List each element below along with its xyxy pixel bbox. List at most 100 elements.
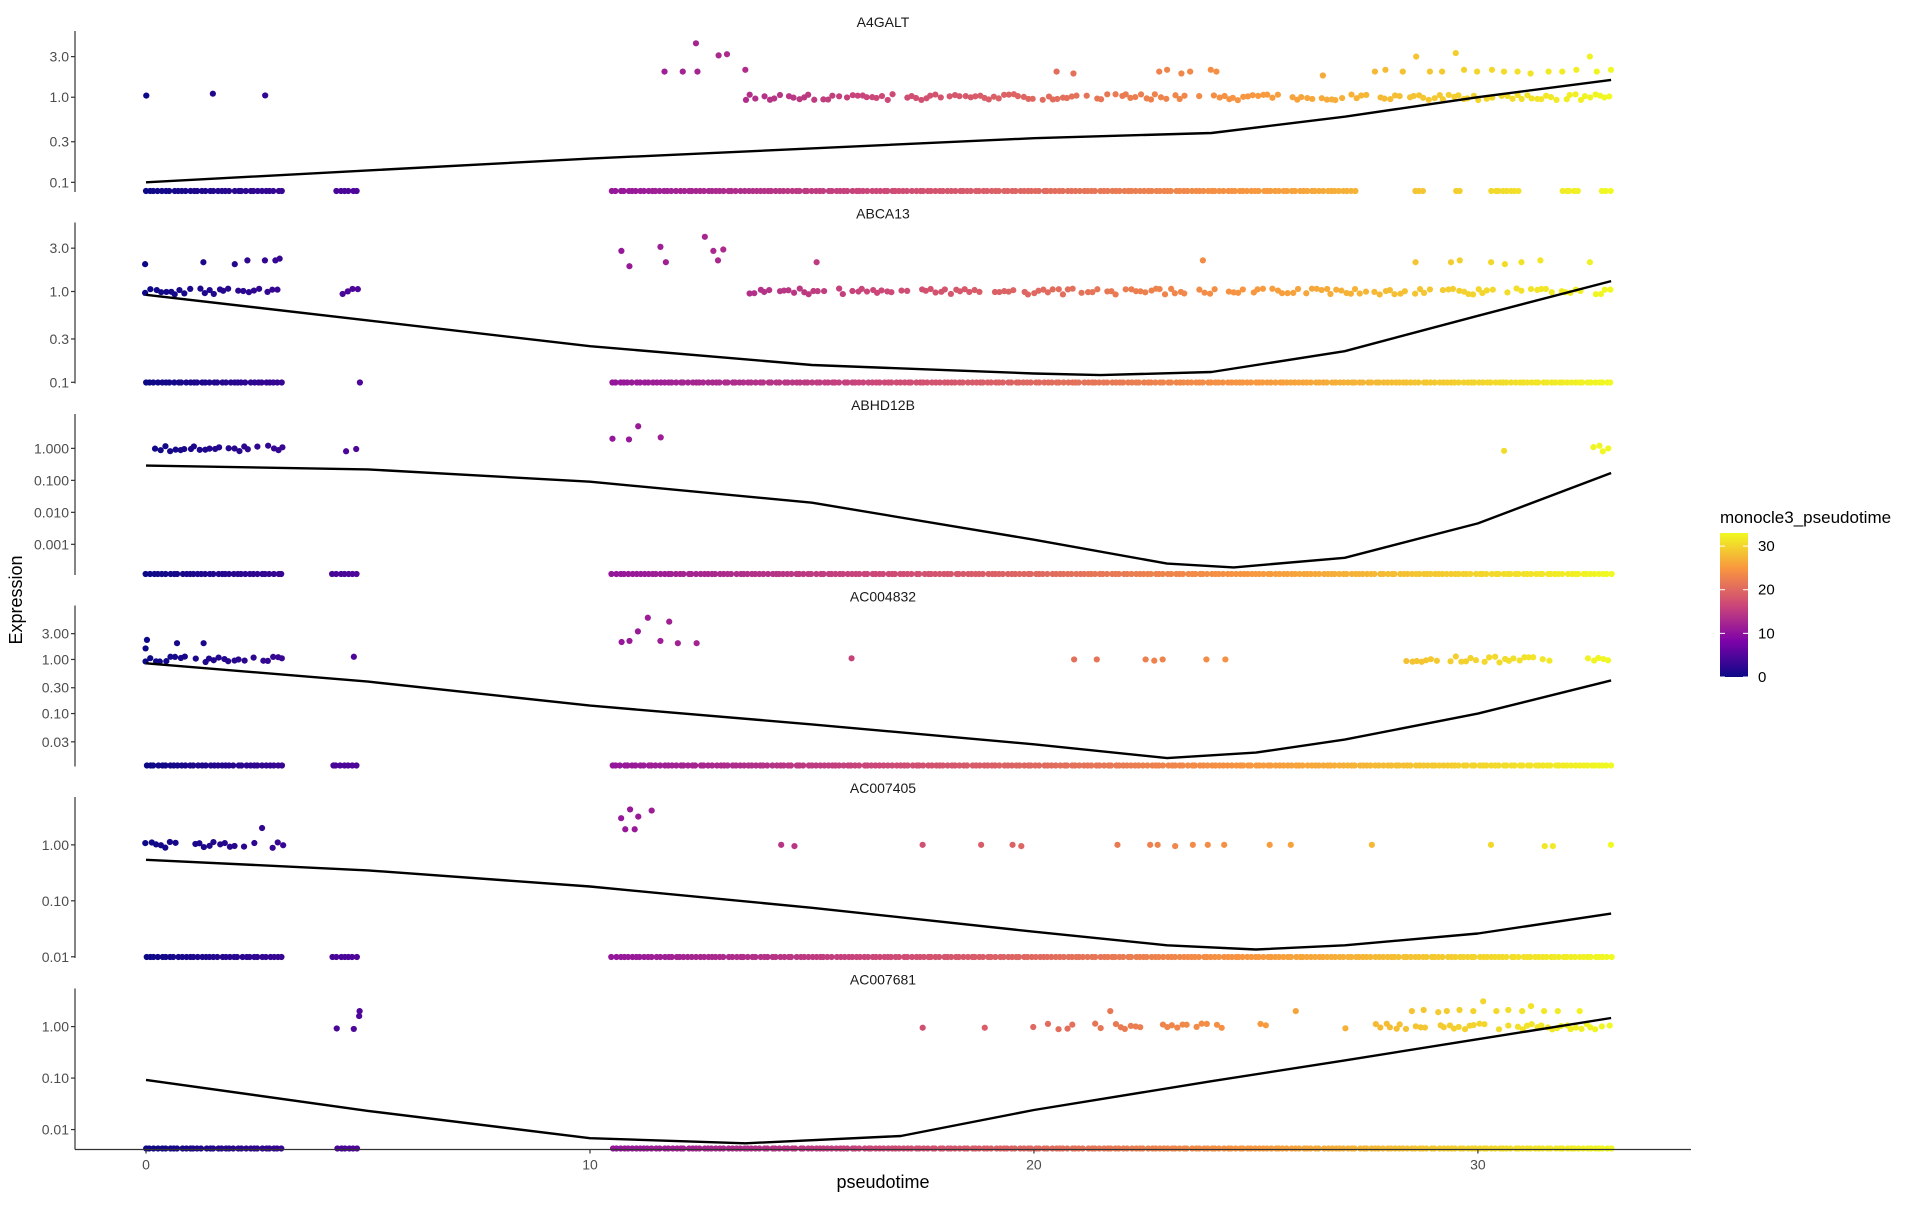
y-tick-label: 3.00 [42,626,69,642]
facet-strip-title: AC007681 [850,972,916,988]
zero-expression-point [353,570,360,578]
zero-expression-point [788,953,795,961]
expression-point [1433,657,1440,664]
zero-expression-point [1184,762,1191,769]
zero-expression-point [608,953,615,961]
expression-point [919,1024,926,1031]
facet-strip-title: AC004832 [850,589,916,605]
zero-expression-point [1240,762,1247,769]
expression-point [356,1012,363,1020]
expression-point [1410,92,1417,100]
zero-expression-point [856,762,863,769]
expression-point [1156,285,1163,293]
zero-expression-point [668,570,675,578]
expression-point [1527,285,1535,293]
expression-point [1595,654,1602,662]
expression-point [1059,291,1066,298]
zero-expression-point [238,187,245,195]
expression-point [1590,444,1597,451]
expression-point [991,288,999,296]
expression-point [1530,654,1537,661]
x-tick-label: 10 [582,1157,598,1173]
expression-point [836,93,843,100]
expression-point [1044,289,1051,296]
zero-expression-point [976,762,983,769]
trend-line [145,858,1612,951]
expression-point [1495,1026,1503,1033]
zero-expression-point [1207,379,1215,386]
zero-expression-point [964,379,972,386]
expression-point [1156,68,1163,75]
zero-expression-point [1063,762,1071,769]
expression-point [269,844,276,851]
zero-expression-point [1543,379,1551,386]
expression-point [210,657,217,664]
zero-expression-point [1439,953,1446,961]
zero-expression-point [1284,570,1291,578]
zero-expression-point [1141,187,1148,195]
zero-expression-point [879,570,887,578]
zero-expression-point [1280,762,1287,769]
zero-expression-point [1315,1145,1322,1152]
expression-point [187,285,194,292]
zero-expression-point [859,187,867,195]
zero-expression-point [1231,187,1238,195]
facet-panel-a4galt: A4GALT 3.0 1.0 0.3 0.1 [50,14,1615,195]
expression-point [1040,286,1047,293]
zero-expression-point [1027,1145,1035,1152]
zero-expression-point [804,379,811,386]
expression-point [1538,285,1545,293]
expression-point [1505,1006,1512,1014]
zero-expression-point [1128,570,1135,578]
zero-expression-point [789,379,796,386]
expression-point [644,614,651,621]
zero-expression-point [932,570,939,578]
zero-expression-point [1287,953,1295,961]
expression-point [201,289,208,297]
expression-point [1412,1023,1419,1030]
expression-point [888,289,895,296]
expression-point [1221,841,1228,848]
zero-expression-point [727,570,735,578]
expression-point [147,286,154,293]
expression-point [1447,259,1455,266]
expression-point [1137,91,1145,98]
zero-expression-point [278,570,285,578]
expression-point [210,290,217,298]
zero-expression-point [1267,187,1274,195]
expression-point [1566,91,1573,99]
expression-point [1132,288,1140,295]
zero-expression-point [278,953,285,961]
expression-point [1333,286,1340,293]
zero-expression-point [1552,379,1559,386]
zero-expression-point [1519,762,1526,769]
expression-point [1456,287,1463,294]
expression-point [1546,657,1553,664]
expression-point [1339,94,1346,102]
zero-expression-point [1375,379,1383,386]
zero-expression-point [1395,953,1402,961]
expression-point [1313,285,1320,292]
zero-expression-point [1599,953,1606,961]
zero-expression-point [1139,1145,1146,1152]
zero-expression-point [278,762,286,769]
zero-expression-point [262,953,269,961]
x-axis: 0 10 20 30 [75,1148,1691,1173]
zero-expression-point [952,187,959,195]
expression-point [839,290,846,298]
zero-expression-point [767,187,775,195]
zero-expression-point [887,953,895,961]
expression-point [356,1007,363,1015]
zero-expression-point [963,762,971,769]
zero-expression-point [995,187,1002,195]
zero-expression-point [182,762,189,769]
expression-point [1055,1026,1062,1033]
expression-point [1435,1009,1442,1016]
zero-expression-point [680,762,687,769]
expression-point [1287,841,1294,848]
expression-point [339,290,346,298]
zero-expression-point [182,187,189,195]
expression-point [250,654,257,661]
zero-expression-point [1484,953,1491,961]
zero-expression-point [1492,379,1499,386]
